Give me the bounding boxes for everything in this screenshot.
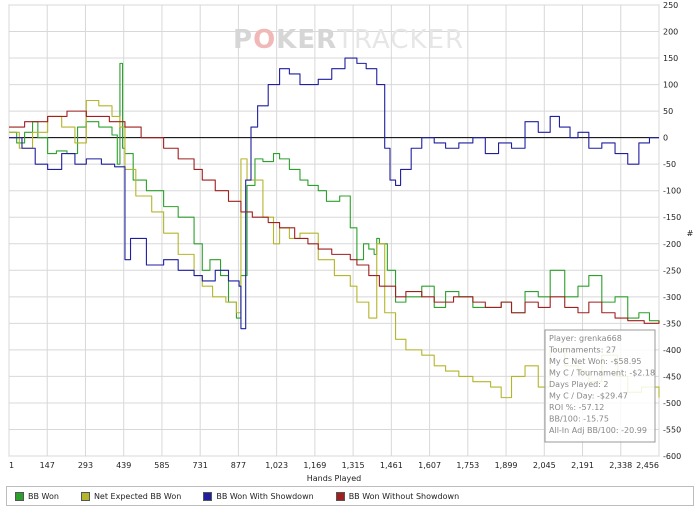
y-tick-label: -50	[663, 160, 676, 169]
y-tick-label: 250	[663, 1, 678, 10]
x-tick-label: 1,461	[380, 461, 403, 470]
legend-swatch	[203, 491, 213, 501]
y-tick-label: 50	[663, 107, 673, 116]
stats-line: My C / Tournament: -$2.18	[549, 369, 655, 378]
chart: POKERTRACKER 250 200 150 100 50 0 -50 -100 -150 -…	[8, 1, 694, 483]
legend: BB Won Net Expected BB Won BB Won With Sho…	[6, 486, 694, 506]
legend-item[interactable]: Net Expected BB Won	[80, 491, 182, 501]
x-tick-label: 439	[116, 461, 131, 470]
x-axis-title: Hands Played	[307, 474, 361, 483]
y-tick-label: -100	[663, 187, 681, 196]
x-tick-label: 731	[193, 461, 208, 470]
y-tick-label: -300	[663, 293, 681, 302]
x-tick-label: 2,338	[609, 461, 632, 470]
legend-label: Net Expected BB Won	[93, 491, 182, 501]
series-layer	[9, 57, 660, 399]
x-tick-label: 2,191	[571, 461, 594, 470]
stats-line: BB/100: -15.75	[549, 415, 609, 424]
x-tick-label: 1	[9, 461, 14, 470]
legend-item[interactable]: BB Won With Showdown	[203, 491, 314, 501]
x-tick-label: 1,753	[456, 461, 479, 470]
legend-swatch	[80, 491, 90, 501]
stats-line: Tournaments: 27	[548, 346, 616, 355]
legend-label: BB Won With Showdown	[216, 491, 314, 501]
x-tick-label: 1,023	[265, 461, 288, 470]
y-tick-label: -550	[663, 425, 681, 434]
y-tick-label: 200	[663, 28, 678, 37]
y-tick-label: 150	[663, 54, 678, 63]
x-tick-label: 1,169	[303, 461, 326, 470]
series-line-bb-won-without-showdown	[9, 110, 660, 324]
series-line-net-expected-bb-won	[9, 99, 660, 399]
y-tick-label: 100	[663, 81, 678, 90]
legend-item[interactable]: BB Won Without Showdown	[335, 491, 460, 501]
series-line-bb-won	[9, 62, 660, 324]
y-tick-label: -200	[663, 240, 681, 249]
x-tick-label: 2,456	[636, 461, 659, 470]
stats-line: My C / Day: -$29.47	[549, 392, 628, 401]
stats-line: ROI %: -57.12	[549, 403, 604, 412]
y-tick-label: -350	[663, 319, 681, 328]
watermark-logo: POKERTRACKER	[233, 25, 464, 55]
y-tick-label: -500	[663, 399, 681, 408]
stats-box: Player: grenka668 Tournaments: 27 My C Net…	[544, 329, 656, 443]
stats-line: All-In Adj BB/100: -20.99	[549, 426, 647, 435]
y-tick-label: -400	[663, 346, 681, 355]
x-axis-ticks: 1 147 293 439 585 731 877 1,023 1,169 1,315 1,461 1…	[9, 461, 659, 470]
x-tick-label: 1,607	[418, 461, 441, 470]
legend-item[interactable]: BB Won	[15, 491, 59, 501]
stats-box-background	[544, 329, 656, 443]
x-tick-label: 877	[231, 461, 246, 470]
stats-line: Player: grenka668	[549, 334, 622, 343]
x-tick-label: 1,315	[342, 461, 365, 470]
series-line-bb-won-with-showdown	[9, 57, 659, 330]
legend-label: BB Won	[28, 491, 59, 501]
y-axis-title: #	[687, 229, 694, 238]
x-tick-label: 293	[78, 461, 93, 470]
y-tick-label: -600	[663, 452, 681, 461]
x-tick-label: 2,045	[533, 461, 556, 470]
gridlines	[8, 4, 660, 457]
y-tick-label: 0	[663, 134, 668, 143]
stats-line: Days Played: 2	[549, 380, 609, 389]
legend-label: BB Won Without Showdown	[348, 491, 460, 501]
y-axis-ticks: 250 200 150 100 50 0 -50 -100 -150 -200 -250 -300 -3…	[663, 1, 681, 461]
stats-line: My C Net Won: -$58.95	[549, 357, 641, 366]
x-tick-label: 585	[154, 461, 169, 470]
x-tick-label: 147	[40, 461, 55, 470]
y-tick-label: -450	[663, 372, 681, 381]
legend-swatch	[335, 491, 345, 501]
x-tick-label: 1,899	[495, 461, 518, 470]
y-tick-label: -250	[663, 266, 681, 275]
legend-swatch	[15, 491, 24, 501]
y-tick-label: -150	[663, 213, 681, 222]
